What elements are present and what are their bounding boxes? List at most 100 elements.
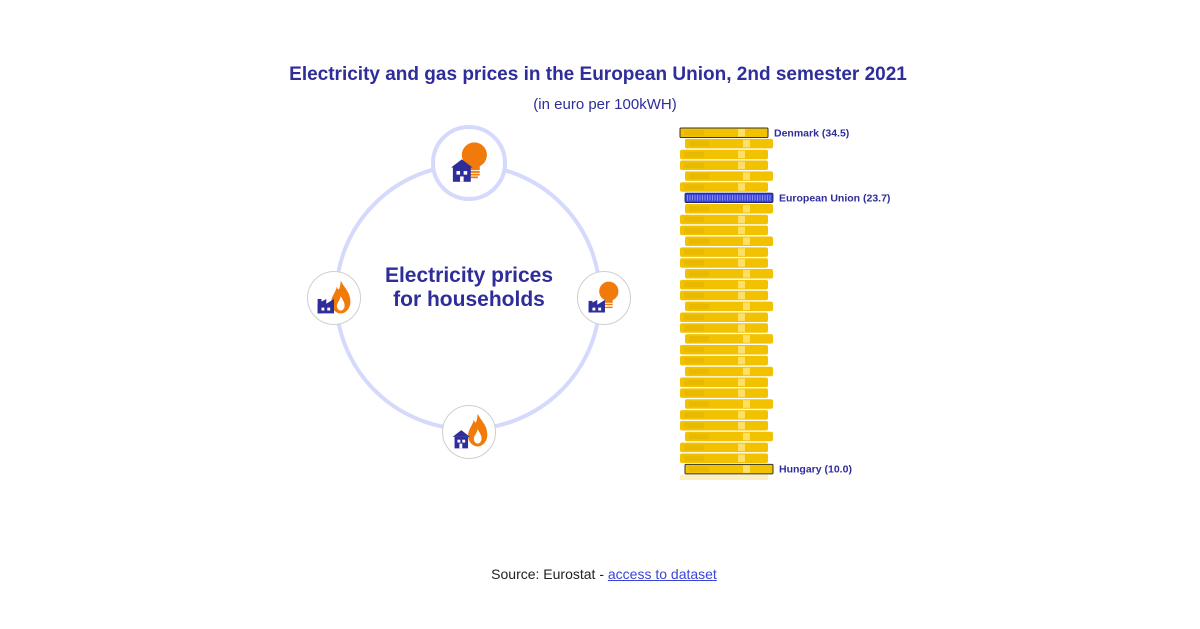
- bar-highlight: [738, 346, 745, 354]
- bar: [685, 431, 773, 442]
- bar-stripe: [754, 195, 756, 201]
- bar: [680, 182, 768, 192]
- bar-stripe: [712, 195, 713, 201]
- bar-ridges: [689, 140, 709, 147]
- bar-stripe: [724, 195, 726, 201]
- bar-stripe: [699, 195, 701, 201]
- bar-stripe: [764, 195, 766, 201]
- bar-ridges: [684, 184, 704, 190]
- bar-highlight: [743, 432, 750, 441]
- bar-stripe: [729, 195, 731, 201]
- bar-ridges: [689, 401, 709, 407]
- bar-highlight: [738, 215, 745, 224]
- bar-outline: [679, 127, 769, 138]
- bar-highlight: [738, 313, 745, 321]
- chart-subtitle: (in euro per 100kWH): [533, 96, 677, 113]
- bar-stripe: [747, 195, 748, 201]
- house-flame-node[interactable]: [442, 405, 496, 459]
- bar: [680, 388, 768, 398]
- house-flame-icon: [452, 413, 488, 449]
- bar-stripe: [687, 195, 688, 201]
- bar-stripe: [689, 195, 691, 201]
- bar: [680, 345, 768, 355]
- dataset-link[interactable]: access to dataset: [607, 566, 717, 582]
- bar-ridges: [684, 455, 704, 461]
- bar-stripe: [767, 195, 768, 201]
- bar: [680, 290, 768, 301]
- source-line: Source: Eurostat - access to dataset: [0, 566, 1200, 582]
- bar: [680, 247, 768, 257]
- bar: [680, 377, 768, 388]
- bar-ridges: [684, 216, 704, 223]
- bar: [685, 301, 773, 312]
- bar: [685, 366, 773, 377]
- bar-ridges: [689, 173, 709, 179]
- bar-stripe: [762, 195, 763, 201]
- bar-stripe: [704, 195, 706, 201]
- bar: [685, 399, 773, 409]
- bar-ridges: [684, 357, 704, 364]
- bar-highlight: [738, 378, 745, 387]
- bar-stripe: [714, 195, 716, 201]
- bar-label: European Union (23.7): [779, 192, 890, 204]
- bar: [685, 138, 773, 149]
- bar-highlight: [743, 400, 750, 408]
- bar-stripe: [697, 195, 698, 201]
- bar-stripe: [749, 195, 751, 201]
- bar-stripe: [744, 195, 746, 201]
- bar-highlight: [743, 204, 750, 213]
- bar-ridges: [684, 379, 704, 386]
- factory-bulb-node[interactable]: [577, 271, 631, 325]
- bar-highlight: [738, 421, 745, 430]
- bar: [680, 420, 768, 431]
- bar-highlight: [738, 161, 745, 170]
- chart-title: Electricity and gas prices in the Europe…: [289, 64, 907, 85]
- bar-stripe: [722, 195, 723, 201]
- bar-highlight: [738, 150, 745, 159]
- bar-stripe: [757, 195, 758, 201]
- bar-ridges: [684, 390, 704, 396]
- bar-stripe: [709, 195, 711, 201]
- factory-flame-node[interactable]: [307, 271, 361, 325]
- house-bulb-node[interactable]: [431, 125, 507, 201]
- factory-flame-icon: [317, 280, 351, 314]
- bar: [685, 236, 773, 246]
- indicator-label: Electricity prices for households: [384, 264, 554, 311]
- bar-highlight: [743, 270, 750, 278]
- bar-highlight: [738, 129, 745, 137]
- bar-ridges: [684, 162, 704, 169]
- bar-ridges: [684, 130, 704, 136]
- source-prefix: Source: Eurostat -: [491, 566, 608, 582]
- bar-ridges: [689, 433, 709, 440]
- bar-stripe: [759, 195, 761, 201]
- bar: [680, 214, 768, 225]
- bar-highlight: [738, 183, 745, 191]
- bar-highlight: [743, 465, 750, 473]
- bar-highlight: [738, 291, 745, 300]
- stack-base: [680, 474, 768, 480]
- bar-ridges: [684, 444, 704, 451]
- bar-stripe: [769, 195, 771, 201]
- bar: [680, 279, 768, 290]
- price-bar-chart: Denmark (34.5) European Union (23.7) Hunga…: [679, 127, 890, 480]
- bar-stripe: [692, 195, 693, 201]
- bar-ridges: [689, 205, 709, 212]
- bar: [680, 258, 768, 268]
- bar: [685, 171, 773, 181]
- bar: [680, 442, 768, 453]
- bar-highlight: [743, 172, 750, 180]
- bar-ridges: [684, 151, 704, 158]
- bar-ridges: [684, 281, 704, 288]
- bar-ridges: [689, 336, 709, 342]
- bar-highlight: [738, 389, 745, 397]
- bar: [680, 160, 768, 171]
- bar-highlight: [743, 367, 750, 376]
- bar-ridges: [689, 271, 709, 277]
- bar-stripe: [732, 195, 733, 201]
- bar-label: Hungary (10.0): [779, 464, 852, 476]
- bar-stripe: [739, 195, 741, 201]
- bar-ridges: [684, 260, 704, 266]
- bar-highlight: [738, 259, 745, 267]
- bar-highlight: [738, 454, 745, 462]
- bar: [680, 128, 768, 138]
